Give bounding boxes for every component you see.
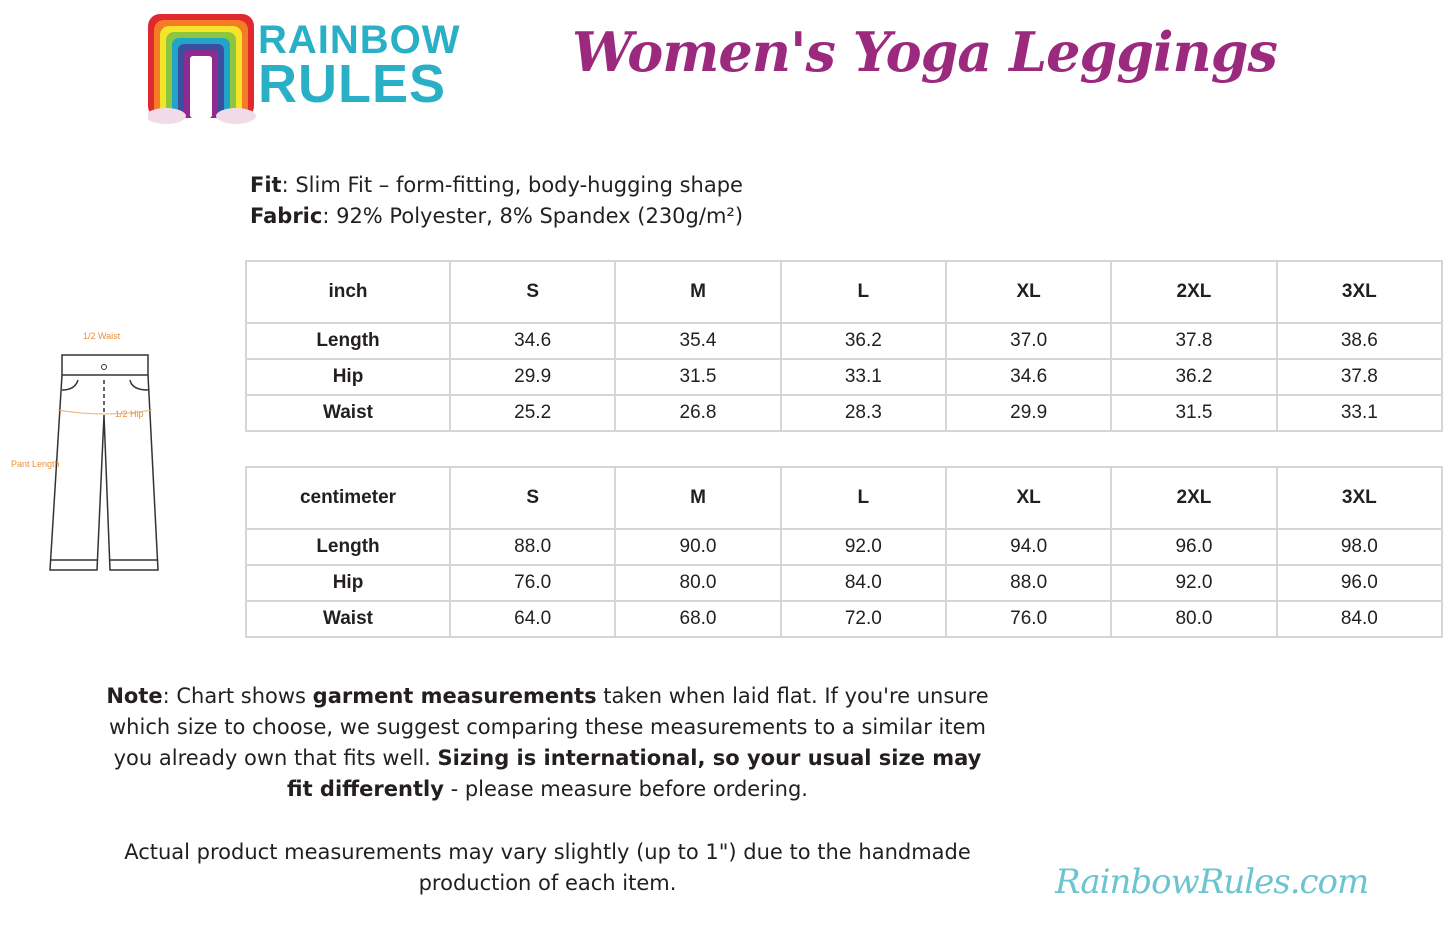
row-label: Hip [245,358,451,396]
size-header: 3XL [1275,466,1444,530]
table-cell: 72.0 [779,600,947,638]
logo-line2: RULES [258,54,447,114]
waist-label: 1/2 Waist [83,331,121,341]
table-cell: 34.6 [944,358,1113,396]
note-bold: garment measurements [312,684,597,708]
row-label: Hip [245,564,451,602]
note: Note: Chart shows garment measurements t… [100,681,995,805]
table-cell: 88.0 [448,528,617,566]
table-row: Hip 29.9 31.5 33.1 34.6 36.2 37.8 [245,358,1444,396]
table-cell: 96.0 [1110,528,1278,566]
size-header: 3XL [1275,260,1444,324]
table-cell: 37.8 [1275,358,1444,396]
table-cell: 90.0 [614,528,782,566]
note-text: - please measure before ordering. [443,777,808,801]
row-label: Length [245,322,451,360]
table-row: Length 34.6 35.4 36.2 37.0 37.8 38.6 [245,322,1444,360]
disclaimer: Actual product measurements may vary sli… [124,840,971,895]
table-cell: 64.0 [448,600,617,638]
size-header: 2XL [1110,466,1278,530]
unit-header: inch [245,260,451,324]
table-cell: 92.0 [1110,564,1278,602]
table-cell: 29.9 [448,358,617,396]
table-cell: 80.0 [614,564,782,602]
inch-size-table: inch S M L XL 2XL 3XL Length 34.6 35.4 36.2 37.0 37.… [245,260,1444,432]
header-row: centimeter S M L XL 2XL 3XL [245,466,1444,530]
table-row: Hip 76.0 80.0 84.0 88.0 92.0 96.0 [245,564,1444,602]
size-header: M [614,260,782,324]
hip-label: 1/2 Hip [115,409,144,419]
rainbow-logo-icon [148,14,256,124]
size-header: M [614,466,782,530]
table-row: Waist 25.2 26.8 28.3 29.9 31.5 33.1 [245,394,1444,432]
row-label: Waist [245,600,451,638]
size-header: 2XL [1110,260,1278,324]
table-cell: 76.0 [944,600,1113,638]
logo-line1: RAINBOW [258,18,461,62]
row-label: Waist [245,394,451,432]
table-cell: 36.2 [779,322,947,360]
note-label: Note [106,684,163,708]
table-cell: 31.5 [614,358,782,396]
table-cell: 28.3 [779,394,947,432]
size-header: L [779,260,947,324]
fabric-label: Fabric [250,204,323,228]
table-cell: 38.6 [1275,322,1444,360]
row-label: Length [245,528,451,566]
note-text: : Chart shows [162,684,313,708]
table-cell: 94.0 [944,528,1113,566]
table-row: Waist 64.0 68.0 72.0 76.0 80.0 84.0 [245,600,1444,638]
size-header: S [448,466,617,530]
table-row: Length 88.0 90.0 92.0 94.0 96.0 98.0 [245,528,1444,566]
fit-value: : Slim Fit – form-fitting, body-hugging … [281,173,743,197]
pants-diagram-icon [49,354,159,571]
table-cell: 33.1 [779,358,947,396]
table-cell: 84.0 [1275,600,1444,638]
table-cell: 98.0 [1275,528,1444,566]
table-cell: 92.0 [779,528,947,566]
table-cell: 76.0 [448,564,617,602]
fabric-value: : 92% Polyester, 8% Spandex (230g/m²) [322,204,744,228]
table-cell: 25.2 [448,394,617,432]
table-cell: 37.8 [1110,322,1278,360]
table-cell: 96.0 [1275,564,1444,602]
size-header: XL [944,466,1113,530]
website-text: RainbowRules.com [1055,862,1369,902]
page-title: Women's Yoga Leggings [572,20,1278,84]
size-header: L [779,466,947,530]
table-cell: 37.0 [944,322,1113,360]
table-cell: 36.2 [1110,358,1278,396]
note-bold: Sizing is international, so your usual s… [287,746,982,801]
logo-text: RAINBOW RULES [258,18,461,114]
size-header: S [448,260,617,324]
table-cell: 80.0 [1110,600,1278,638]
table-cell: 68.0 [614,600,782,638]
specs: Fit: Slim Fit – form-fitting, body-huggi… [250,170,743,232]
table-cell: 35.4 [614,322,782,360]
table-cell: 84.0 [779,564,947,602]
table-cell: 33.1 [1275,394,1444,432]
table-cell: 29.9 [944,394,1113,432]
table-cell: 34.6 [448,322,617,360]
table-cell: 26.8 [614,394,782,432]
note-text: taken when laid flat. If you're unsure w… [109,684,989,770]
table-cell: 31.5 [1110,394,1278,432]
length-label: Pant Length [11,459,60,469]
cm-size-table: centimeter S M L XL 2XL 3XL Length 88.0 90.0 92.0 9… [245,466,1444,638]
fit-label: Fit [250,173,282,197]
header-row: inch S M L XL 2XL 3XL [245,260,1444,324]
unit-header: centimeter [245,466,451,530]
table-cell: 88.0 [944,564,1113,602]
size-header: XL [944,260,1113,324]
